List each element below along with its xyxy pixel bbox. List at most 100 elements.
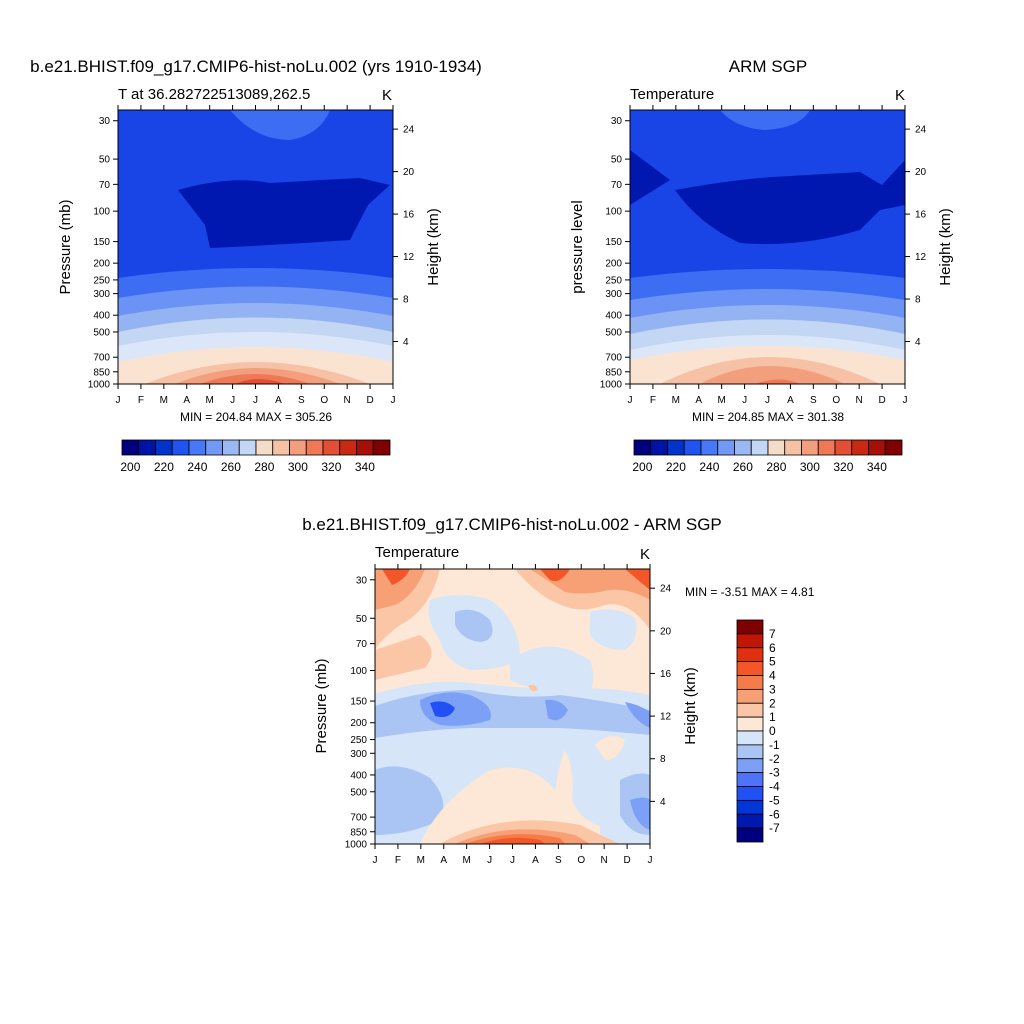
- y2-tick-label: 16: [660, 669, 672, 680]
- colorbar-label: 280: [254, 460, 274, 474]
- colorbar-swatch: [121, 439, 140, 456]
- panel-obs-units: K: [895, 87, 905, 104]
- panel-diff-ylabel: Pressure (mb): [313, 658, 330, 753]
- y2-tick-label: 12: [660, 712, 672, 723]
- panel-model: b.e21.BHIST.f09_g17.CMIP6-hist-noLu.002 …: [30, 57, 482, 474]
- x-tick-label: A: [787, 395, 794, 406]
- y-tick-label: 100: [350, 666, 367, 677]
- y2-tick-label: 4: [915, 337, 921, 348]
- panel-diff-title: b.e21.BHIST.f09_g17.CMIP6-hist-noLu.002 …: [302, 515, 722, 534]
- panel-model-ylabel: Pressure (mb): [57, 199, 74, 294]
- colorbar-label: 6: [769, 641, 776, 655]
- y-tick-label: 850: [350, 827, 367, 838]
- panel-model-colorbar: 200 220 240 260 280 300 320 340: [120, 439, 391, 474]
- x-tick-label: J: [373, 855, 378, 866]
- y-tick-label: 50: [99, 155, 111, 166]
- panel-obs-minmax: MIN = 204.85 MAX = 301.38: [692, 410, 844, 424]
- x-tick-label: M: [672, 395, 680, 406]
- x-tick-label: F: [650, 395, 656, 406]
- colorbar-label: 280: [766, 460, 786, 474]
- colorbar-swatch: [650, 439, 668, 456]
- colorbar-label: 2: [769, 696, 776, 710]
- panel-model-axes: J F M A M J J A S O N D J 30 50 70 100 150 200 250 300 400 500…: [88, 105, 415, 406]
- x-tick-label: F: [138, 395, 144, 406]
- colorbar-label: 320: [321, 460, 341, 474]
- y2-tick-label: 8: [915, 295, 921, 306]
- colorbar-label: 220: [666, 460, 686, 474]
- y-tick-label: 100: [605, 207, 622, 218]
- y-tick-label: 30: [356, 575, 368, 586]
- y-tick-label: 500: [605, 327, 622, 338]
- y-tick-label: 250: [350, 735, 367, 746]
- colorbar-label: -4: [769, 780, 780, 794]
- x-tick-label: J: [765, 395, 770, 406]
- y-tick-label: 150: [93, 237, 110, 248]
- colorbar-swatch: [700, 439, 719, 456]
- panel-diff-left-label: Temperature: [375, 544, 459, 561]
- y-tick-label: 30: [611, 116, 623, 127]
- y-tick-label: 70: [356, 639, 368, 650]
- panel-model-units: K: [382, 87, 392, 104]
- y-tick-label: 50: [356, 614, 368, 625]
- colorbar-swatch: [834, 439, 853, 456]
- colorbar-label: 260: [221, 460, 241, 474]
- x-tick-label: A: [183, 395, 190, 406]
- colorbar-swatch: [851, 439, 869, 456]
- colorbar-label: 220: [154, 460, 174, 474]
- colorbar-swatch: [633, 439, 652, 456]
- colorbar-swatch: [356, 439, 374, 456]
- colorbar-swatch: [734, 439, 752, 456]
- x-tick-label: D: [623, 855, 630, 866]
- x-tick-label: J: [487, 855, 492, 866]
- x-tick-label: M: [160, 395, 168, 406]
- panel-model-y2label: Height (km): [425, 208, 442, 286]
- colorbar-swatch: [188, 439, 207, 456]
- y-tick-label: 300: [350, 749, 367, 760]
- colorbar-swatch: [736, 619, 764, 635]
- colorbar-swatch: [736, 730, 764, 746]
- colorbar-swatch: [736, 661, 764, 676]
- x-tick-label: J: [230, 395, 235, 406]
- x-tick-label: A: [440, 855, 447, 866]
- x-tick-label: M: [717, 395, 725, 406]
- colorbar-swatch: [736, 647, 764, 663]
- panel-model-title: b.e21.BHIST.f09_g17.CMIP6-hist-noLu.002 …: [30, 57, 482, 76]
- colorbar-swatch: [736, 688, 764, 704]
- y-tick-label: 100: [93, 207, 110, 218]
- y2-tick-label: 8: [403, 295, 409, 306]
- colorbar-label: -7: [769, 821, 780, 835]
- colorbar-swatch: [736, 702, 764, 718]
- colorbar-swatch: [222, 439, 240, 456]
- x-tick-label: A: [532, 855, 539, 866]
- panel-obs-ylabel: pressure level: [569, 200, 586, 293]
- colorbar-label: 300: [288, 460, 308, 474]
- colorbar-swatch: [289, 439, 307, 456]
- y2-tick-label: 24: [915, 125, 927, 136]
- panel-diff-y2label: Height (km): [682, 667, 699, 745]
- colorbar-label: 240: [187, 460, 207, 474]
- colorbar-swatch: [305, 439, 324, 456]
- x-tick-label: D: [366, 395, 373, 406]
- y2-tick-label: 4: [660, 797, 666, 808]
- colorbar-swatch: [138, 439, 156, 456]
- panel-diff-units: K: [640, 546, 650, 563]
- colorbar-swatch: [736, 744, 764, 760]
- colorbar-label: 200: [120, 460, 140, 474]
- colorbar-swatch: [238, 439, 257, 456]
- colorbar-swatch: [868, 439, 886, 456]
- colorbar-swatch: [717, 439, 735, 456]
- panel-model-contours: [118, 110, 393, 384]
- panel-obs: ARM SGP Temperature K J F M A M J J A S O N D J 30 50 7…: [569, 57, 954, 474]
- x-tick-label: S: [810, 395, 817, 406]
- x-tick-label: M: [462, 855, 470, 866]
- y-tick-label: 70: [99, 180, 111, 191]
- x-tick-label: N: [601, 855, 608, 866]
- y-tick-label: 200: [350, 718, 367, 729]
- y-tick-label: 150: [605, 237, 622, 248]
- x-tick-label: F: [395, 855, 401, 866]
- colorbar-swatch: [272, 439, 290, 456]
- x-tick-label: J: [628, 395, 633, 406]
- colorbar-swatch: [736, 827, 764, 843]
- colorbar-swatch: [683, 439, 702, 456]
